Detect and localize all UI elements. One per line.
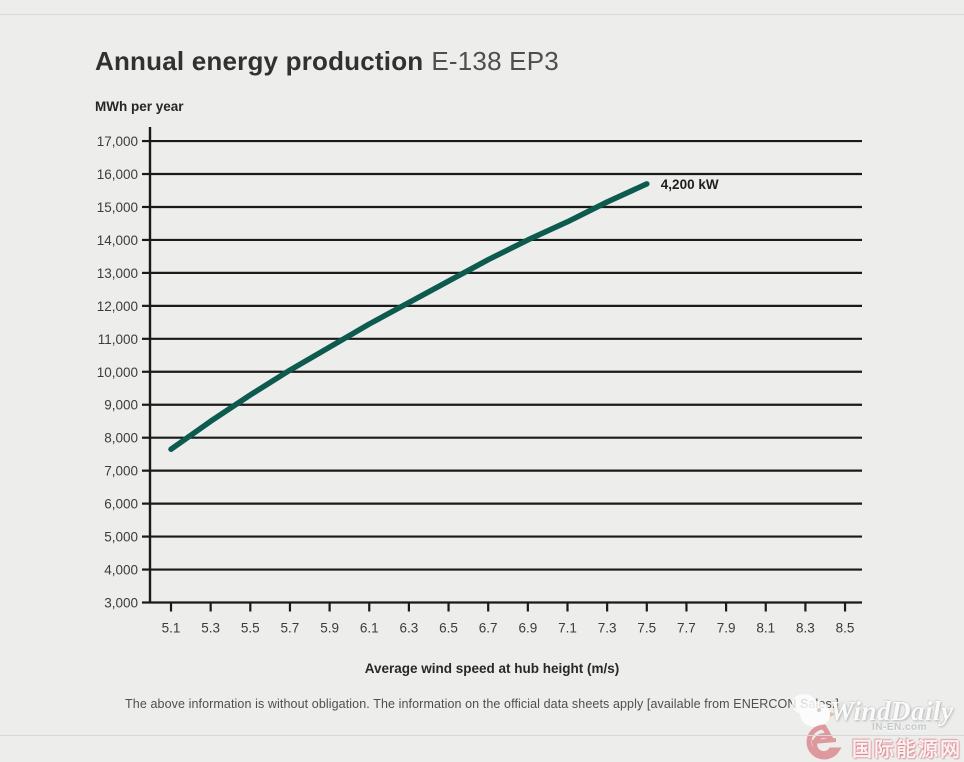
svg-text:17,000: 17,000 [97,134,138,149]
svg-text:6,000: 6,000 [104,497,138,512]
svg-text:7.3: 7.3 [598,621,617,636]
y-axis-title: MWh per year [95,99,184,114]
page-title: Annual energy production E-138 EP3 [95,46,559,77]
svg-text:6.9: 6.9 [518,621,537,636]
disclaimer-text: The above information is without obligat… [125,697,839,711]
svg-text:4,000: 4,000 [104,563,138,578]
svg-text:5.1: 5.1 [162,621,181,636]
svg-text:5.5: 5.5 [241,621,260,636]
x-axis-title: Average wind speed at hub height (m/s) [364,661,620,676]
svg-text:11,000: 11,000 [98,332,138,347]
svg-text:7.1: 7.1 [558,621,577,636]
svg-text:15,000: 15,000 [97,200,138,215]
svg-text:13,000: 13,000 [97,266,138,281]
title-main: Annual energy production [95,46,424,76]
svg-text:6.1: 6.1 [360,621,379,636]
svg-text:8,000: 8,000 [104,431,138,446]
svg-text:5.7: 5.7 [281,621,300,636]
bottom-divider [0,735,964,736]
svg-text:5.9: 5.9 [320,621,339,636]
svg-text:5.3: 5.3 [201,621,220,636]
svg-text:7.5: 7.5 [637,621,656,636]
curve-power-label: 4,200 kW [660,176,719,192]
svg-text:6.7: 6.7 [479,621,498,636]
svg-text:7.9: 7.9 [717,621,736,636]
svg-text:16,000: 16,000 [97,167,138,182]
svg-text:8.1: 8.1 [756,621,775,636]
top-divider [0,14,964,15]
svg-text:10,000: 10,000 [97,365,138,380]
svg-text:3,000: 3,000 [104,596,138,611]
title-model: E-138 EP3 [431,46,559,76]
svg-text:12,000: 12,000 [97,299,138,314]
svg-text:6.3: 6.3 [400,621,419,636]
svg-text:8.5: 8.5 [836,621,855,636]
svg-text:6.5: 6.5 [439,621,458,636]
svg-text:9,000: 9,000 [104,398,138,413]
svg-text:8.3: 8.3 [796,621,815,636]
svg-text:7.7: 7.7 [677,621,696,636]
svg-text:14,000: 14,000 [97,233,138,248]
svg-text:7,000: 7,000 [104,464,138,479]
svg-text:5,000: 5,000 [104,530,138,545]
